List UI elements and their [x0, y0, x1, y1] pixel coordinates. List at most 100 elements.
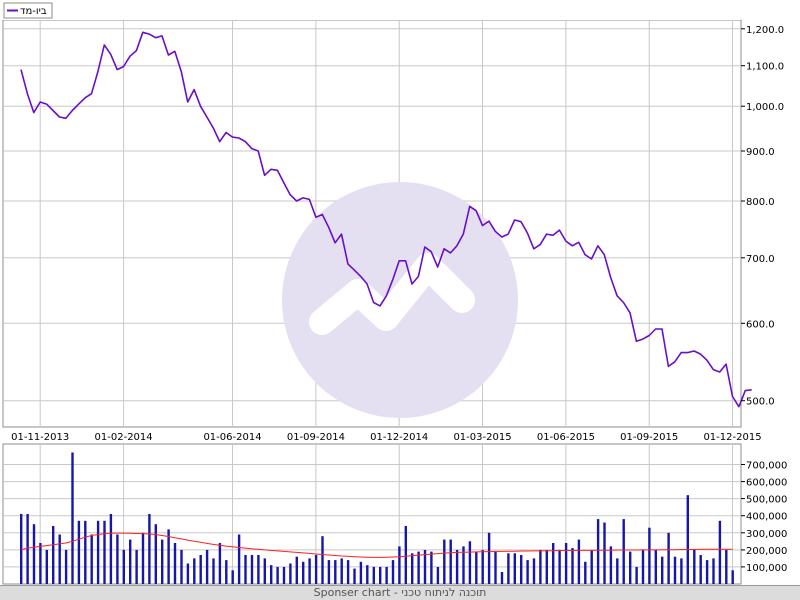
volume-bar — [58, 534, 61, 584]
volume-bar — [391, 560, 395, 584]
volume-bar — [584, 561, 587, 584]
volume-bar — [417, 551, 420, 584]
volume-bar — [379, 566, 382, 584]
volume-bar — [71, 452, 74, 584]
price-y-tick-label: 1,000.0 — [746, 102, 784, 113]
volume-bar — [558, 549, 561, 584]
volume-bar — [116, 534, 119, 584]
volume-bar — [468, 541, 472, 584]
volume-y-tick-label: 300,000 — [746, 529, 787, 540]
volume-bar — [161, 539, 164, 584]
price-y-tick-label: 900.0 — [746, 147, 775, 158]
volume-moving-average-line — [20, 532, 733, 558]
volume-bar — [596, 519, 600, 584]
x-tick-label: 01-06-2015 — [537, 432, 595, 443]
legend-entry: ביו-מד — [20, 6, 47, 17]
volume-bar — [404, 526, 407, 584]
price-y-tick-label: 1,100.0 — [746, 62, 784, 73]
volume-bar — [135, 549, 138, 584]
volume-bar — [77, 520, 81, 584]
volume-bar — [32, 524, 36, 584]
volume-y-tick-label: 200,000 — [746, 546, 787, 557]
volume-y-tick-label: 500,000 — [746, 495, 787, 506]
price-panel-title-strip — [3, 2, 741, 20]
volume-bar — [205, 549, 209, 584]
volume-bar — [507, 553, 510, 584]
volume-bar — [308, 558, 311, 584]
volume-bar — [571, 548, 574, 584]
volume-bar — [699, 555, 702, 584]
volume-y-tick-label: 700,000 — [746, 461, 787, 472]
volume-bar — [212, 558, 215, 584]
volume-bar — [494, 551, 497, 584]
volume-bar — [154, 524, 157, 584]
volume-bar — [173, 543, 177, 584]
volume-bar — [590, 549, 593, 584]
volume-bar — [725, 549, 728, 584]
volume-bar — [109, 514, 113, 584]
volume-bar — [705, 560, 709, 584]
volume-bar — [449, 539, 452, 584]
volume-bar — [334, 560, 337, 584]
volume-bar — [680, 558, 683, 584]
price-y-axis: 500.0 600.0 700.0 800.0 900.0 1,000.0 1,100.0 1… — [741, 25, 784, 408]
price-y-tick-label: 1,200.0 — [746, 25, 784, 36]
volume-bar — [321, 536, 324, 584]
volume-bar — [718, 520, 722, 584]
price-y-tick-label: 600.0 — [746, 319, 775, 330]
volume-bar — [500, 572, 504, 584]
volume-bar — [289, 563, 292, 584]
volume-bar — [731, 570, 734, 584]
x-axis: 01-11-2013 01-02-2014 01-06-2014 01-09-2014… — [11, 432, 761, 443]
volume-bar — [385, 566, 388, 584]
volume-bar — [673, 556, 677, 584]
volume-bar — [84, 520, 87, 584]
volume-bar — [398, 546, 401, 584]
volume-bar — [481, 549, 484, 584]
volume-bar — [122, 549, 125, 584]
volume-bar — [423, 549, 427, 584]
volume-y-axis: 100,000 200,000 300,000 400,000 500,000 600,0… — [741, 461, 787, 574]
legend-box — [3, 2, 53, 19]
volume-bar — [430, 551, 433, 584]
volume-bar — [603, 522, 606, 584]
x-tick-label: 01-09-2015 — [620, 432, 678, 443]
volume-bar — [20, 514, 23, 584]
volume-bar — [96, 520, 100, 584]
volume-bar — [462, 546, 465, 584]
volume-bar — [686, 495, 689, 584]
volume-bar — [641, 549, 645, 584]
volume-bar — [276, 566, 279, 584]
price-y-tick-label: 500.0 — [746, 397, 775, 408]
volume-bar — [577, 539, 581, 584]
price-y-tick-label: 800.0 — [746, 197, 775, 208]
volume-bar — [186, 563, 190, 584]
x-tick-label: 01-02-2014 — [95, 432, 153, 443]
volume-bar — [487, 532, 491, 584]
volume-bar — [513, 553, 516, 584]
x-tick-label: 01-03-2015 — [453, 432, 511, 443]
x-tick-label: 01-06-2014 — [203, 432, 261, 443]
volume-bar — [270, 565, 273, 584]
volume-bar — [250, 555, 254, 584]
price-series-line — [20, 31, 752, 408]
footer-credit: Sponser chart - תוכנה לניתוח טכני — [0, 585, 800, 600]
x-tick-label: 01-11-2013 — [11, 432, 69, 443]
volume-bar — [622, 519, 625, 584]
volume-bar — [411, 553, 414, 584]
volume-bars — [20, 452, 734, 584]
x-tick-label: 01-12-2015 — [703, 432, 761, 443]
x-tick-label: 01-12-2014 — [370, 432, 428, 443]
volume-bar — [693, 549, 696, 584]
volume-bar — [526, 560, 529, 584]
volume-bar — [520, 555, 523, 584]
volume-bar — [90, 534, 93, 584]
volume-bar — [366, 565, 369, 584]
volume-bar — [244, 555, 247, 584]
price-grid — [3, 20, 741, 427]
volume-bar — [26, 514, 29, 584]
price-y-tick-label: 700.0 — [746, 254, 775, 265]
volume-bar — [475, 551, 478, 584]
volume-bar — [654, 549, 657, 584]
